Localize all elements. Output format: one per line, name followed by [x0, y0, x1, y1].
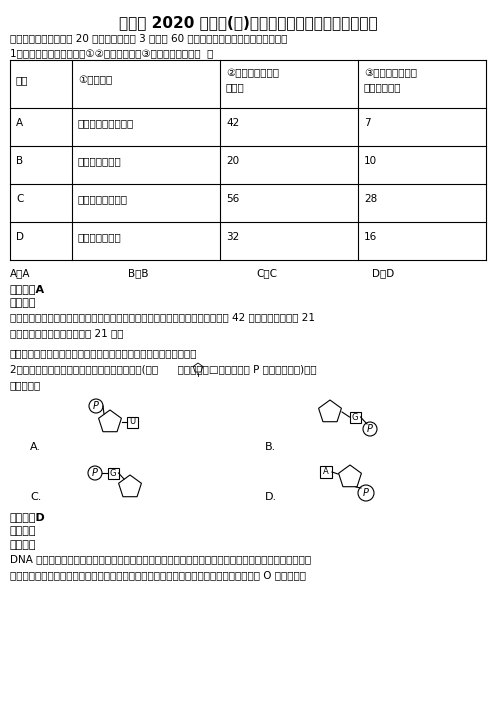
Text: 蜜蜂（二倍体）: 蜜蜂（二倍体）: [78, 232, 122, 242]
Text: 2．下列图示某同学制作的脱氧腺苷酸结构模型(表示      脱氧核糖、□表示碱基、 P 表示磷酸基团)，其: 2．下列图示某同学制作的脱氧腺苷酸结构模型(表示 脱氧核糖、□表示碱基、 P 表…: [10, 364, 316, 374]
Text: 【答案】A: 【答案】A: [10, 284, 45, 294]
Text: 氮碱基组成，其中磷酸和含氮碱基连接在脱氧核糖体上，且两者的连接位点之间应相隔一个 O 原子，据此: 氮碱基组成，其中磷酸和含氮碱基连接在脱氧核糖体上，且两者的连接位点之间应相隔一个…: [10, 570, 306, 580]
Text: 体个数: 体个数: [226, 82, 245, 92]
Text: 小黑麦（八倍体）: 小黑麦（八倍体）: [78, 194, 128, 204]
Text: 42: 42: [226, 118, 239, 128]
Text: 32: 32: [226, 232, 239, 242]
Text: 20: 20: [226, 156, 239, 166]
Text: 含染色体个数: 含染色体个数: [364, 82, 401, 92]
Text: 【分析】: 【分析】: [10, 540, 37, 550]
Text: G: G: [110, 468, 116, 477]
Text: B．B: B．B: [128, 268, 148, 278]
Text: A: A: [16, 118, 23, 128]
Text: 单倍体是由配子直接发育而成的个体，它的染色体是体细胞的一半，小麦体细胞 42 条染色体，配子就 21: 单倍体是由配子直接发育而成的个体，它的染色体是体细胞的一半，小麦体细胞 42 条…: [10, 312, 315, 322]
Text: C．C: C．C: [256, 268, 277, 278]
Text: 56: 56: [226, 194, 239, 204]
Text: C.: C.: [30, 492, 41, 502]
Text: D.: D.: [265, 492, 277, 502]
Text: P: P: [93, 401, 99, 411]
Text: G: G: [352, 413, 358, 421]
Text: 1．下列四组数据中，已知①②项均正确，第③项中有错误的是（  ）: 1．下列四组数据中，已知①②项均正确，第③项中有错误的是（ ）: [10, 48, 213, 58]
Text: 7: 7: [364, 118, 371, 128]
Text: P: P: [363, 488, 369, 498]
Text: 条，单倍体体细胞中含染色体 21 条。: 条，单倍体体细胞中含染色体 21 条。: [10, 328, 124, 338]
Text: A: A: [323, 468, 329, 477]
Bar: [126, 416, 137, 428]
Text: U: U: [129, 418, 135, 427]
Text: 一、选择题（本题包括 20 个小题，每小题 3 分，共 60 分，每小题只有一个选项符合题意）: 一、选择题（本题包括 20 个小题，每小题 3 分，共 60 分，每小题只有一个…: [10, 33, 287, 43]
Text: B: B: [16, 156, 23, 166]
Text: 组别: 组别: [16, 75, 28, 85]
Bar: [320, 466, 332, 478]
Text: 28: 28: [364, 194, 377, 204]
Text: B.: B.: [265, 442, 276, 452]
Text: 玉米（二倍体）: 玉米（二倍体）: [78, 156, 122, 166]
Text: D．D: D．D: [372, 268, 394, 278]
Bar: [108, 468, 119, 479]
Text: ③单倍体体细胞中: ③单倍体体细胞中: [364, 68, 417, 78]
Text: P: P: [92, 468, 98, 478]
Text: 考点：此题考查单倍体的概念，意在考查学生的单倍体的理解情况。: 考点：此题考查单倍体的概念，意在考查学生的单倍体的理解情况。: [10, 348, 197, 358]
Text: P: P: [367, 424, 373, 434]
Text: ②体细胞中含染色: ②体细胞中含染色: [226, 68, 279, 78]
Text: 【答案】D: 【答案】D: [10, 512, 46, 522]
Text: 10: 10: [364, 156, 377, 166]
Text: 16: 16: [364, 232, 377, 242]
Text: ①生物名称: ①生物名称: [78, 75, 112, 85]
Bar: [350, 411, 361, 423]
Text: 【解析】: 【解析】: [10, 526, 37, 536]
Text: DNA 的基本组成单位是四种脱氧核苷酸，且一分子脱氧核苷酸由一分子磷酸、一分子脱氧核糖和一分子含: DNA 的基本组成单位是四种脱氧核苷酸，且一分子脱氧核苷酸由一分子磷酸、一分子脱…: [10, 554, 311, 564]
Text: 中正确的是: 中正确的是: [10, 380, 41, 390]
Text: 绵阳市 2020 年高一(下)生物期末学业质量监测模拟试题: 绵阳市 2020 年高一(下)生物期末学业质量监测模拟试题: [119, 15, 377, 30]
Text: C: C: [16, 194, 23, 204]
Text: 【解析】: 【解析】: [10, 298, 37, 308]
Text: D: D: [16, 232, 24, 242]
Text: 普通小麦（六倍体）: 普通小麦（六倍体）: [78, 118, 134, 128]
Text: A．A: A．A: [10, 268, 30, 278]
Text: A.: A.: [30, 442, 41, 452]
